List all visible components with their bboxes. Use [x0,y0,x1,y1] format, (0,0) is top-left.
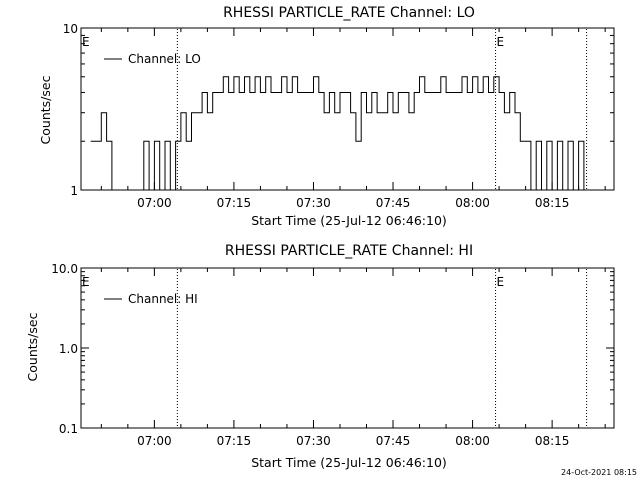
x-tick-label: 08:15 [535,196,570,210]
chart-title-lo: RHESSI PARTICLE_RATE Channel: LO [223,5,475,21]
chart-title-hi: RHESSI PARTICLE_RATE Channel: HI [225,243,473,259]
event-marker: E [497,35,505,49]
y-axis-label-lo: Counts/sec [38,75,53,144]
y-axis-label-hi: Counts/sec [25,312,40,381]
x-tick-label: 07:30 [296,434,331,448]
event-marker: E [82,35,90,49]
x-tick-label: 07:15 [217,196,252,210]
plot-area-hi: 07:00 07:15 07:30 07:45 08:00 08:15 0.1 1.0 10.0… [51,262,615,448]
legend-label-lo: Channel: LO [128,52,201,66]
event-marker: E [497,275,505,289]
panel-hi: RHESSI PARTICLE_RATE Channel: HI 07:00 07… [25,243,615,470]
x-axis-label-lo: Start Time (25-Jul-12 06:46:10) [251,213,447,228]
x-tick-label: 07:15 [217,434,252,448]
series-line [90,76,590,191]
y-tick-label: 10 [63,22,78,36]
x-tick-label: 07:00 [137,196,172,210]
x-tick-label: 07:30 [296,196,331,210]
legend-label-hi: Channel: HI [128,292,198,306]
y-tick-label: 0.1 [59,422,78,436]
x-tick-label: 08:00 [455,196,490,210]
x-tick-label: 07:45 [376,196,411,210]
x-tick-label: 08:00 [455,434,490,448]
footer-timestamp: 24-Oct-2021 08:15 [561,468,637,477]
plot-area-lo: 07:00 07:15 07:30 07:45 08:00 08:15 1 10 E E [63,22,615,210]
x-axis-label-hi: Start Time (25-Jul-12 06:46:10) [251,455,447,470]
plot-frame [80,27,615,191]
y-tick-label: 10.0 [51,262,78,276]
x-tick-label: 07:45 [376,434,411,448]
x-tick-label: 08:15 [535,434,570,448]
event-marker: E [82,275,90,289]
legend-hi: Channel: HI [104,292,198,306]
y-tick-label: 1.0 [59,342,78,356]
y-tick-label: 1 [70,184,78,198]
x-tick-label: 07:00 [137,434,172,448]
legend-lo: Channel: LO [104,52,201,66]
panel-lo: RHESSI PARTICLE_RATE Channel: LO 07:00 07… [38,5,615,228]
